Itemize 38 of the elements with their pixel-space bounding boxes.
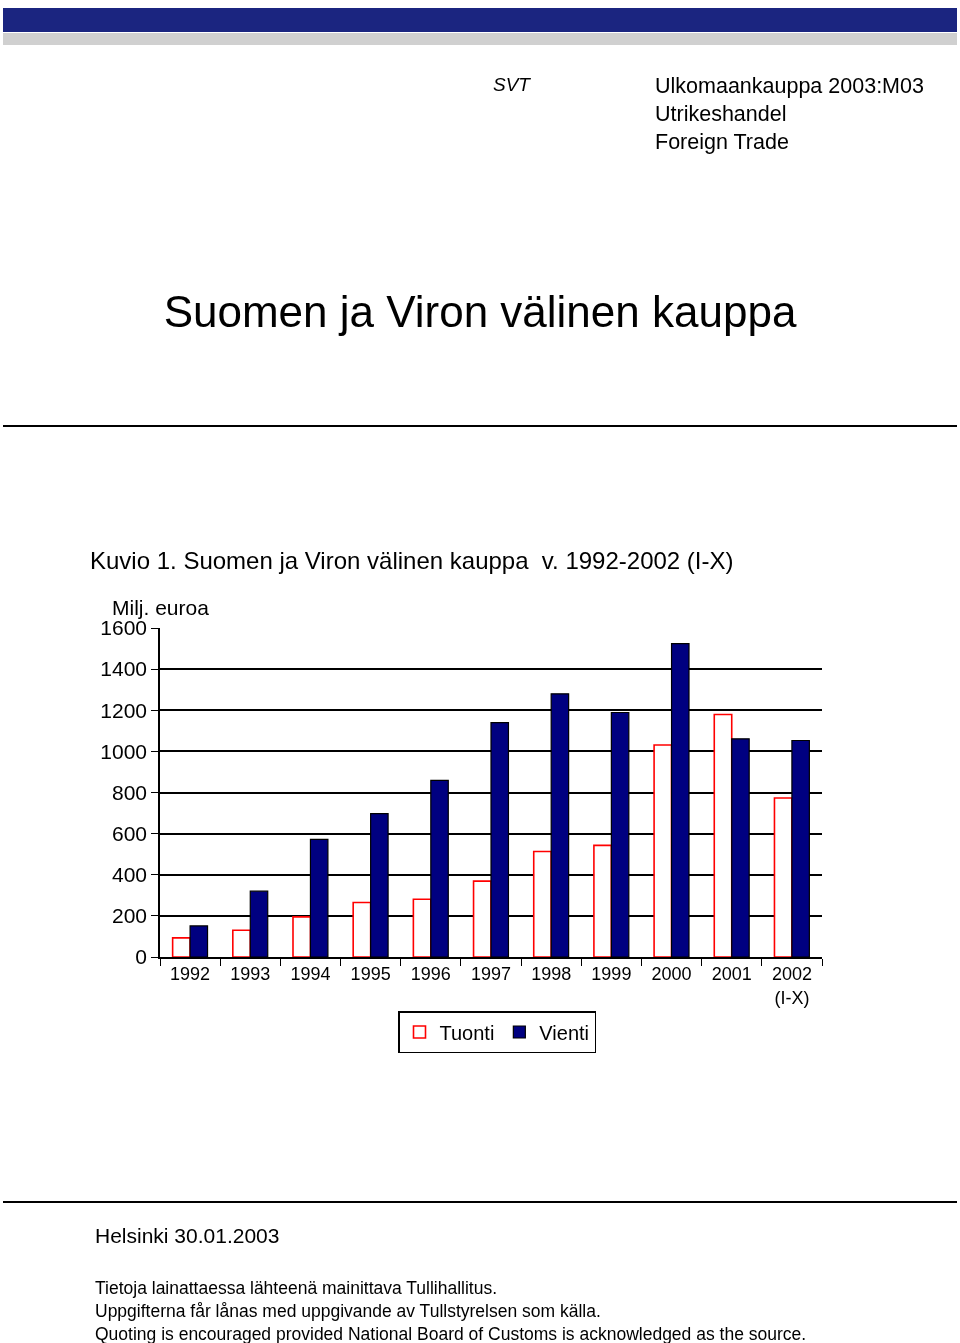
- bar: [412, 898, 432, 957]
- legend-label: Tuonti: [439, 1021, 495, 1044]
- y-tick-label: 0: [135, 945, 148, 969]
- bar: [593, 844, 613, 957]
- y-axis-title: Milj. euroa: [112, 596, 210, 619]
- y-tick-label: 1200: [100, 698, 148, 722]
- x-tick-label: 1994: [290, 964, 331, 985]
- text: Tietoja lainattaessa lähteenä mainittava Tullihallitus. Uppgifterna får lånas med uppgivande av Tullstyrelsen som källa. Quoting is encouraged provided National Board of Customs is acknowledged as the source.: [95, 1278, 807, 1343]
- y-tick-label: 400: [112, 863, 148, 887]
- bar: [472, 880, 492, 957]
- bar: [352, 901, 372, 957]
- x-tick-label: 1993: [230, 964, 271, 985]
- x-tick-label: 1995: [350, 964, 391, 985]
- x-tick-label: 2001: [711, 964, 752, 985]
- text: Helsinki 30.01.2003: [95, 1224, 280, 1247]
- legend-label: Vienti: [539, 1021, 590, 1044]
- bar: [232, 929, 252, 957]
- bar: [171, 937, 191, 957]
- text: SVT: [493, 74, 532, 95]
- y-tick-label: 1400: [100, 657, 148, 681]
- x-tick-label: 2000: [651, 964, 692, 985]
- chart-title: Suomen ja Viron välinen kauppa: [163, 287, 797, 337]
- bar: [292, 916, 312, 957]
- chart-subtitle: Kuvio 1. Suomen ja Viron välinen kauppa v. 1992-2002 (I-X): [90, 547, 734, 574]
- x-tick-label: 1992: [170, 964, 211, 985]
- x-tick-label: 2002 (I-X): [771, 964, 812, 1008]
- x-tick-label: 1999: [591, 964, 632, 985]
- y-tick-label: 600: [112, 821, 148, 845]
- x-tick-label: 1998: [531, 964, 572, 985]
- text: Ulkomaankauppa 2003:M03 Utrikeshandel Foreign Trade: [655, 74, 924, 154]
- bar: [713, 713, 733, 957]
- y-tick-label: 200: [112, 904, 148, 928]
- y-tick-label: 800: [112, 780, 148, 804]
- y-tick-label: 1000: [100, 739, 148, 763]
- bar: [653, 744, 673, 957]
- bar: [532, 850, 552, 957]
- x-tick-label: 1997: [470, 964, 512, 985]
- x-tick-label: 1996: [410, 964, 451, 985]
